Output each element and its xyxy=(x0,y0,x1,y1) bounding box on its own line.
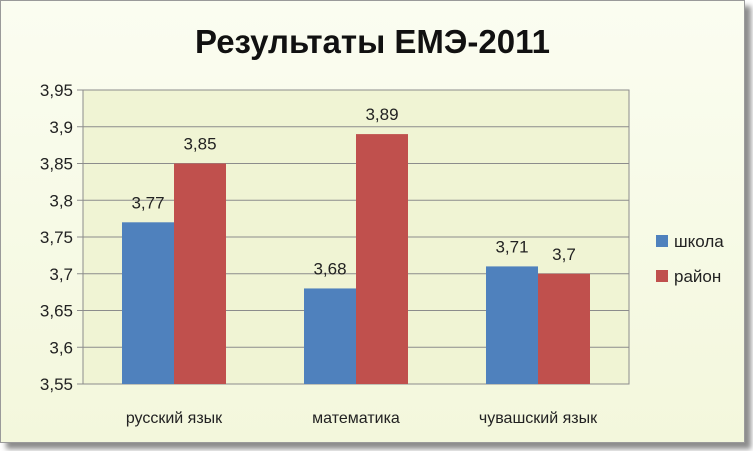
data-label: 3,71 xyxy=(495,237,528,256)
bar-школа-2 xyxy=(486,266,538,384)
y-tick-label: 3,8 xyxy=(49,191,73,210)
legend-label: район xyxy=(674,267,721,286)
y-tick-label: 3,6 xyxy=(49,338,73,357)
bar-школа-1 xyxy=(304,288,356,384)
y-tick-label: 3,85 xyxy=(40,155,73,174)
legend-swatch xyxy=(656,270,668,282)
y-tick-label: 3,7 xyxy=(49,265,73,284)
bar-школа-0 xyxy=(122,222,174,384)
data-label: 3,68 xyxy=(313,259,346,278)
x-category-label: русский язык xyxy=(126,410,223,427)
data-label: 3,85 xyxy=(183,135,216,154)
bar-район-1 xyxy=(356,134,408,384)
y-tick-label: 3,65 xyxy=(40,302,73,321)
bar-chart: 3,55 3,6 3,65 3,7 3,75 3,8 3,85 3,9 3,95 3,77 3,8… xyxy=(40,81,724,427)
chart-title: Результаты ЕМЭ-2011 xyxy=(195,23,550,60)
y-tick-label: 3,9 xyxy=(49,118,73,137)
legend-swatch xyxy=(656,235,668,247)
bar-район-0 xyxy=(174,163,226,384)
data-label: 3,77 xyxy=(131,193,164,212)
x-category-label: математика xyxy=(312,410,400,427)
y-tick-label: 3,55 xyxy=(40,375,73,394)
data-label: 3,89 xyxy=(365,105,398,124)
bar-район-2 xyxy=(538,273,590,384)
y-tick-label: 3,95 xyxy=(40,81,73,100)
legend-label: школа xyxy=(674,232,724,251)
data-label: 3,7 xyxy=(552,245,576,264)
y-tick-label: 3,75 xyxy=(40,228,73,247)
chart-frame: Результаты ЕМЭ-2011 3,55 3,6 3,65 3,7 3,75 3,… xyxy=(0,0,745,443)
x-category-label: чувашский язык xyxy=(479,410,598,427)
